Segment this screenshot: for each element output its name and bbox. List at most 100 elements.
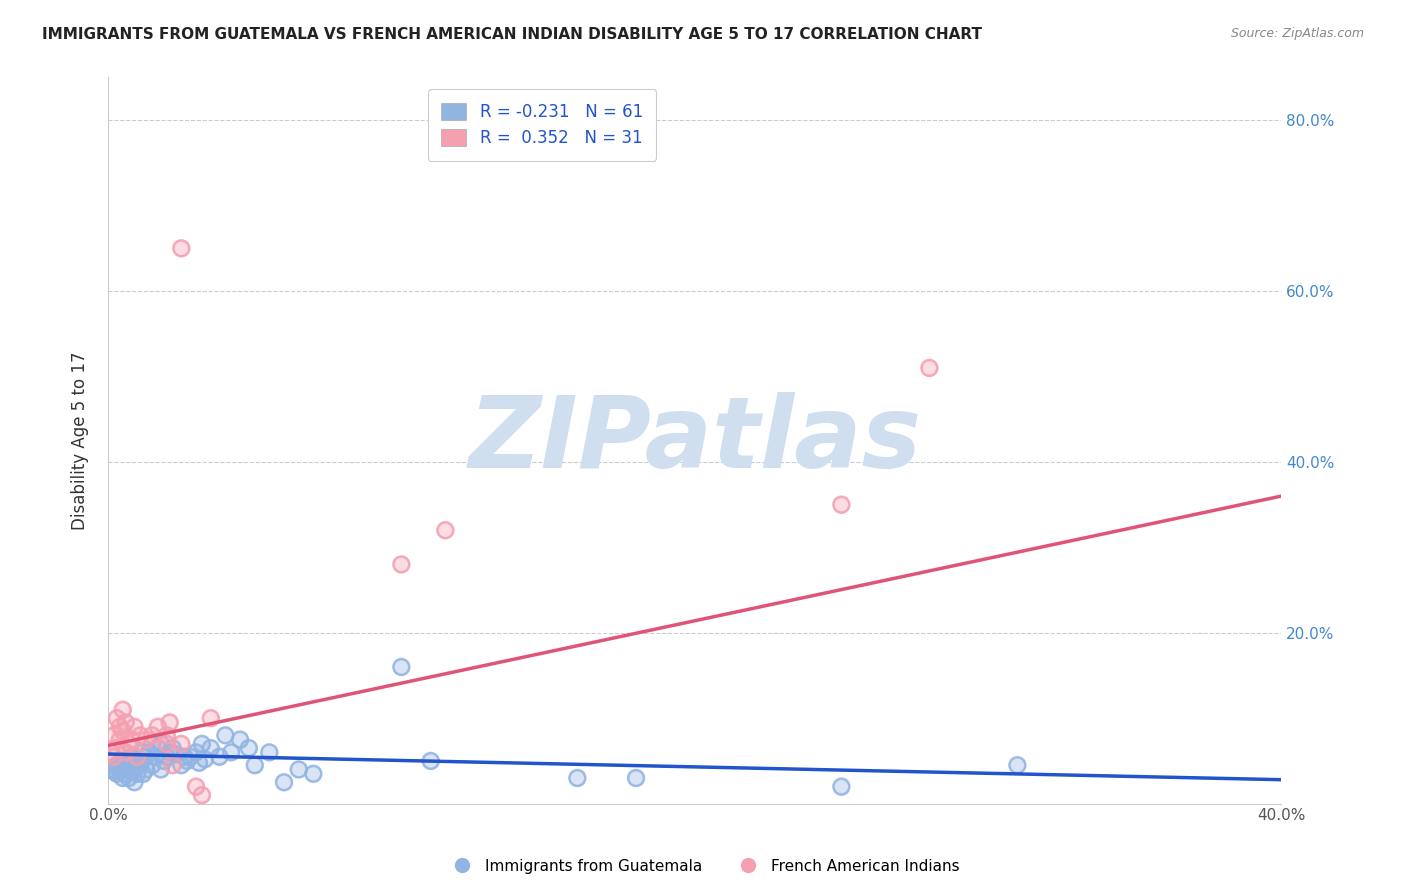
Point [114, 715, 136, 730]
Point [135, 749, 157, 764]
Point [162, 758, 184, 772]
Point [187, 756, 209, 770]
Point [114, 745, 136, 759]
Point [287, 763, 309, 777]
Point [108, 761, 131, 775]
Point [200, 711, 222, 725]
Point [127, 766, 149, 780]
Point [105, 741, 128, 756]
Point [114, 758, 136, 772]
Point [243, 758, 266, 772]
Point [389, 660, 412, 674]
Point [100, 763, 122, 777]
Point [114, 766, 136, 780]
Point [176, 754, 198, 768]
Point [114, 758, 136, 772]
Point [120, 749, 142, 764]
Point [111, 754, 134, 768]
Point [141, 758, 163, 772]
Point [419, 754, 441, 768]
Point [302, 766, 325, 780]
Point [194, 752, 217, 766]
Text: ZIPatlas: ZIPatlas [468, 392, 921, 489]
Point [1007, 758, 1029, 772]
Point [138, 745, 160, 759]
Point [434, 523, 457, 537]
Point [117, 737, 139, 751]
Point [117, 771, 139, 785]
Point [156, 728, 179, 742]
Point [127, 749, 149, 764]
Point [259, 745, 281, 759]
Point [273, 775, 295, 789]
Point [156, 737, 179, 751]
Point [179, 749, 201, 764]
Point [132, 745, 155, 759]
Point [111, 724, 134, 739]
Point [259, 745, 281, 759]
Point [120, 732, 142, 747]
Point [830, 780, 852, 794]
Point [138, 745, 160, 759]
Point [184, 745, 207, 759]
Point [170, 241, 193, 255]
Point [229, 732, 252, 747]
Point [103, 749, 125, 764]
Point [120, 764, 142, 779]
Point [162, 741, 184, 756]
Point [208, 749, 231, 764]
Point [159, 745, 181, 759]
Point [170, 737, 193, 751]
Point [149, 763, 172, 777]
Point [111, 771, 134, 785]
Point [170, 241, 193, 255]
Point [152, 754, 174, 768]
Point [124, 720, 146, 734]
Point [389, 558, 412, 572]
Point [170, 737, 193, 751]
Point [105, 766, 128, 780]
Point [567, 771, 589, 785]
Point [127, 749, 149, 764]
Point [191, 788, 214, 802]
Point [108, 732, 131, 747]
Point [214, 728, 236, 742]
Point [117, 756, 139, 770]
Point [111, 754, 134, 768]
Point [170, 758, 193, 772]
Point [127, 766, 149, 780]
Point [159, 715, 181, 730]
Point [127, 754, 149, 768]
Point [129, 728, 152, 742]
Point [124, 775, 146, 789]
Point [830, 498, 852, 512]
Point [111, 703, 134, 717]
Point [389, 660, 412, 674]
Point [156, 749, 179, 764]
Point [100, 745, 122, 759]
Point [156, 728, 179, 742]
Point [287, 763, 309, 777]
Point [108, 764, 131, 779]
Point [434, 523, 457, 537]
Point [111, 763, 134, 777]
Point [103, 764, 125, 779]
Point [1007, 758, 1029, 772]
Point [200, 711, 222, 725]
Point [219, 745, 242, 759]
Point [159, 715, 181, 730]
Point [132, 766, 155, 780]
Point [238, 741, 260, 756]
Point [146, 720, 169, 734]
Point [120, 732, 142, 747]
Point [105, 766, 128, 780]
Point [132, 766, 155, 780]
Point [146, 720, 169, 734]
Point [173, 749, 195, 764]
Point [135, 749, 157, 764]
Point [156, 737, 179, 751]
Point [624, 771, 647, 785]
Point [141, 728, 163, 742]
Point [135, 763, 157, 777]
Point [114, 766, 136, 780]
